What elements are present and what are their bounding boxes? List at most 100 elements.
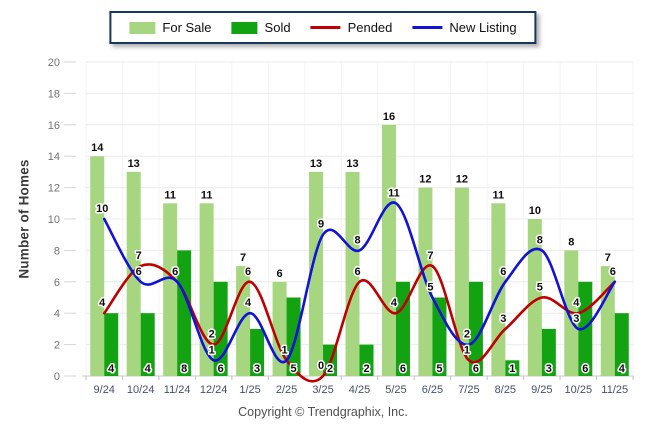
x-axis-labels: 9/24 10/24 11/24 12/24 1/25 2/25 3/25 4/25 5/25 6…: [94, 384, 629, 396]
new-listing-value-label: 8: [354, 234, 360, 246]
pended-value-label: 7: [136, 250, 142, 262]
sold-value-label: 1: [509, 363, 515, 375]
pended-line-icon: [310, 26, 341, 29]
sold-value-label: 4: [108, 363, 115, 375]
x-tick-label: 9/25: [531, 384, 552, 396]
y-tick-label: 4: [54, 308, 60, 320]
y-tick-label: 0: [54, 371, 60, 383]
legend-item-new-listing: New Listing: [412, 20, 517, 35]
y-tick-label: 20: [48, 57, 60, 69]
sold-value-label: 6: [218, 363, 224, 375]
legend-item-for-sale: For Sale: [129, 20, 212, 35]
new-listing-value-label: 6: [172, 266, 178, 278]
sold-value-label: 3: [254, 363, 260, 375]
sold-bar: [614, 313, 629, 376]
new-listing-value-label: 5: [427, 282, 433, 294]
sold-swatch-icon: [231, 21, 258, 34]
bars-sold: [104, 250, 629, 376]
for-sale-value-label: 13: [310, 158, 322, 170]
x-tick-label: 10/24: [127, 384, 155, 396]
new-listing-value-label: 4: [245, 297, 252, 309]
x-tick-label: 1/25: [239, 384, 260, 396]
for-sale-swatch-icon: [129, 21, 156, 34]
for-sale-value-label: 13: [128, 158, 140, 170]
new-listing-value-label: 9: [318, 219, 324, 231]
y-tick-label: 12: [48, 183, 60, 195]
y-tick-label: 2: [54, 340, 60, 352]
for-sale-value-label: 14: [91, 142, 104, 154]
for-sale-value-label: 10: [529, 205, 541, 217]
x-tick-label: 9/24: [94, 384, 115, 396]
for-sale-value-label: 16: [383, 111, 395, 123]
copyright-text: Copyright © Trendgraphix, Inc.: [238, 405, 408, 419]
for-sale-bar: [163, 203, 178, 376]
legend-item-pended: Pended: [310, 20, 393, 35]
for-sale-bar: [454, 187, 469, 376]
new-listing-value-label: 6: [610, 266, 616, 278]
new-listing-value-label: 8: [537, 234, 543, 246]
y-tick-label: 10: [48, 214, 60, 226]
sold-bar: [359, 344, 374, 376]
sold-value-label: 2: [363, 363, 369, 375]
new-listing-value-label: 1: [282, 344, 288, 356]
new-listing-value-label: 3: [573, 313, 579, 325]
y-tick-label: 6: [54, 277, 60, 289]
pended-value-label: 3: [500, 313, 506, 325]
new-listing-line: [102, 201, 617, 364]
chart-legend: For Sale Sold Pended New Listing: [109, 11, 537, 44]
for-sale-bar: [345, 171, 360, 376]
pended-value-label: 4: [573, 297, 580, 309]
for-sale-bar: [527, 219, 542, 376]
for-sale-bar: [309, 171, 324, 376]
legend-label-for-sale: For Sale: [162, 20, 212, 35]
pended-value-label: 6: [610, 266, 616, 278]
for-sale-bar: [491, 203, 506, 376]
sold-value-label: 2: [327, 363, 333, 375]
for-sale-value-label: 11: [201, 189, 213, 201]
sold-value-label: 6: [400, 363, 406, 375]
x-tick-label: 11/24: [164, 384, 191, 396]
new-listing-value-label: 6: [500, 266, 506, 278]
sold-bar: [104, 313, 119, 376]
x-tick-label: 8/25: [495, 384, 516, 396]
new-listing-value-label: 2: [464, 329, 470, 341]
pended-value-label: 6: [172, 266, 178, 278]
x-tick-label: 10/25: [565, 384, 593, 396]
sold-value-label: 3: [546, 363, 552, 375]
new-listing-value-label: 11: [388, 187, 400, 199]
sold-value-label: 5: [291, 363, 297, 375]
pended-value-label: 2: [209, 329, 215, 341]
pended-value-label: 6: [245, 266, 251, 278]
x-tick-label: 11/25: [601, 384, 628, 396]
legend-label-pended: Pended: [347, 20, 393, 35]
for-sale-value-label: 11: [493, 189, 505, 201]
for-sale-value-label: 8: [568, 236, 574, 248]
sold-bar: [505, 360, 520, 376]
sold-value-label: 8: [181, 363, 187, 375]
y-tick-label: 14: [48, 151, 60, 163]
new-listing-value-label: 6: [136, 266, 142, 278]
new-listing-value-label: 10: [96, 203, 108, 215]
sold-value-label: 4: [145, 363, 152, 375]
sold-value-label: 6: [473, 363, 479, 375]
for-sale-value-label: 7: [240, 252, 246, 264]
for-sale-value-label: 13: [346, 158, 358, 170]
sold-value-label: 5: [436, 363, 442, 375]
sold-bar: [395, 281, 410, 376]
for-sale-value-label: 12: [419, 174, 431, 186]
x-tick-label: 6/25: [422, 384, 443, 396]
sold-bar: [541, 328, 556, 376]
pended-value-label: 5: [537, 282, 543, 294]
new-listing-value-label: 1: [209, 344, 215, 356]
pended-value-label: 0: [318, 360, 324, 372]
pended-value-label: 6: [354, 266, 360, 278]
y-tick-label: 16: [48, 120, 60, 132]
pended-value-label: 1: [464, 344, 470, 356]
sold-bar: [177, 250, 192, 376]
legend-item-sold: Sold: [231, 20, 291, 35]
line-new-listing: [102, 201, 617, 364]
y-tick-label: 8: [54, 245, 60, 257]
for-sale-value-label: 11: [164, 189, 176, 201]
new-listing-line-icon: [412, 26, 443, 29]
